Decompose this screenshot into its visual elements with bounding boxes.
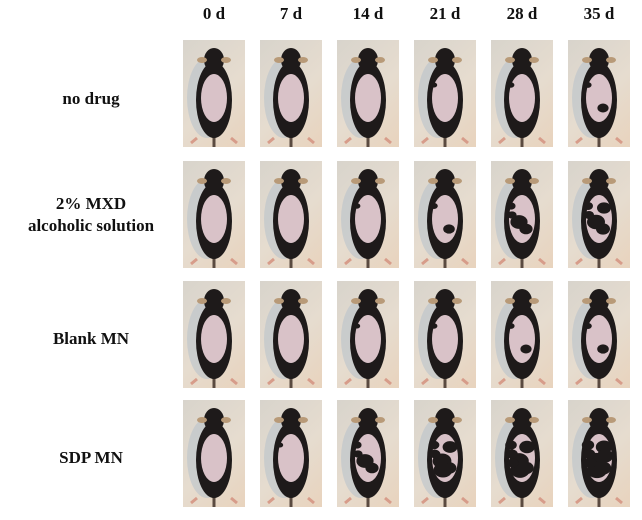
mouse-photo bbox=[414, 161, 476, 268]
mouse-photo bbox=[568, 400, 630, 507]
row-label-line: 2% MXD bbox=[55, 194, 127, 213]
mouse-photo bbox=[337, 40, 399, 147]
mouse-photo bbox=[260, 400, 322, 507]
mouse-photo bbox=[260, 40, 322, 147]
column-header-21d: 21 d bbox=[429, 4, 461, 23]
column-header-0d: 0 d bbox=[202, 4, 226, 23]
column-header-28d: 28 d bbox=[506, 4, 538, 23]
mouse-photo bbox=[183, 161, 245, 268]
mouse-photo bbox=[337, 281, 399, 388]
row-label-line: Blank MN bbox=[52, 329, 130, 348]
mouse-photo bbox=[183, 400, 245, 507]
row-label-blank-mn: Blank MN bbox=[0, 328, 182, 350]
mouse-photo bbox=[568, 40, 630, 147]
row-label-no-drug: no drug bbox=[0, 88, 182, 110]
mouse-photo bbox=[183, 281, 245, 388]
mouse-photo bbox=[183, 40, 245, 147]
mouse-photo bbox=[414, 40, 476, 147]
row-label-sdp-mn: SDP MN bbox=[0, 447, 182, 469]
column-header-7d: 7 d bbox=[279, 4, 303, 23]
row-label-line: no drug bbox=[62, 89, 120, 108]
mouse-photo bbox=[568, 281, 630, 388]
mouse-photo bbox=[414, 281, 476, 388]
mouse-photo bbox=[491, 161, 553, 268]
mouse-photo bbox=[414, 400, 476, 507]
row-label-line: SDP MN bbox=[59, 448, 123, 467]
mouse-photo bbox=[568, 161, 630, 268]
mouse-photo bbox=[491, 281, 553, 388]
mouse-photo bbox=[491, 400, 553, 507]
mouse-photo bbox=[491, 40, 553, 147]
column-header-14d: 14 d bbox=[352, 4, 384, 23]
row-label-line: alcoholic solution bbox=[27, 216, 155, 235]
mouse-photo bbox=[337, 400, 399, 507]
row-label-mxd: 2% MXD alcoholic solution bbox=[0, 193, 182, 237]
mouse-photo bbox=[260, 281, 322, 388]
column-header-35d: 35 d bbox=[583, 4, 615, 23]
mouse-photo bbox=[260, 161, 322, 268]
mouse-photo bbox=[337, 161, 399, 268]
